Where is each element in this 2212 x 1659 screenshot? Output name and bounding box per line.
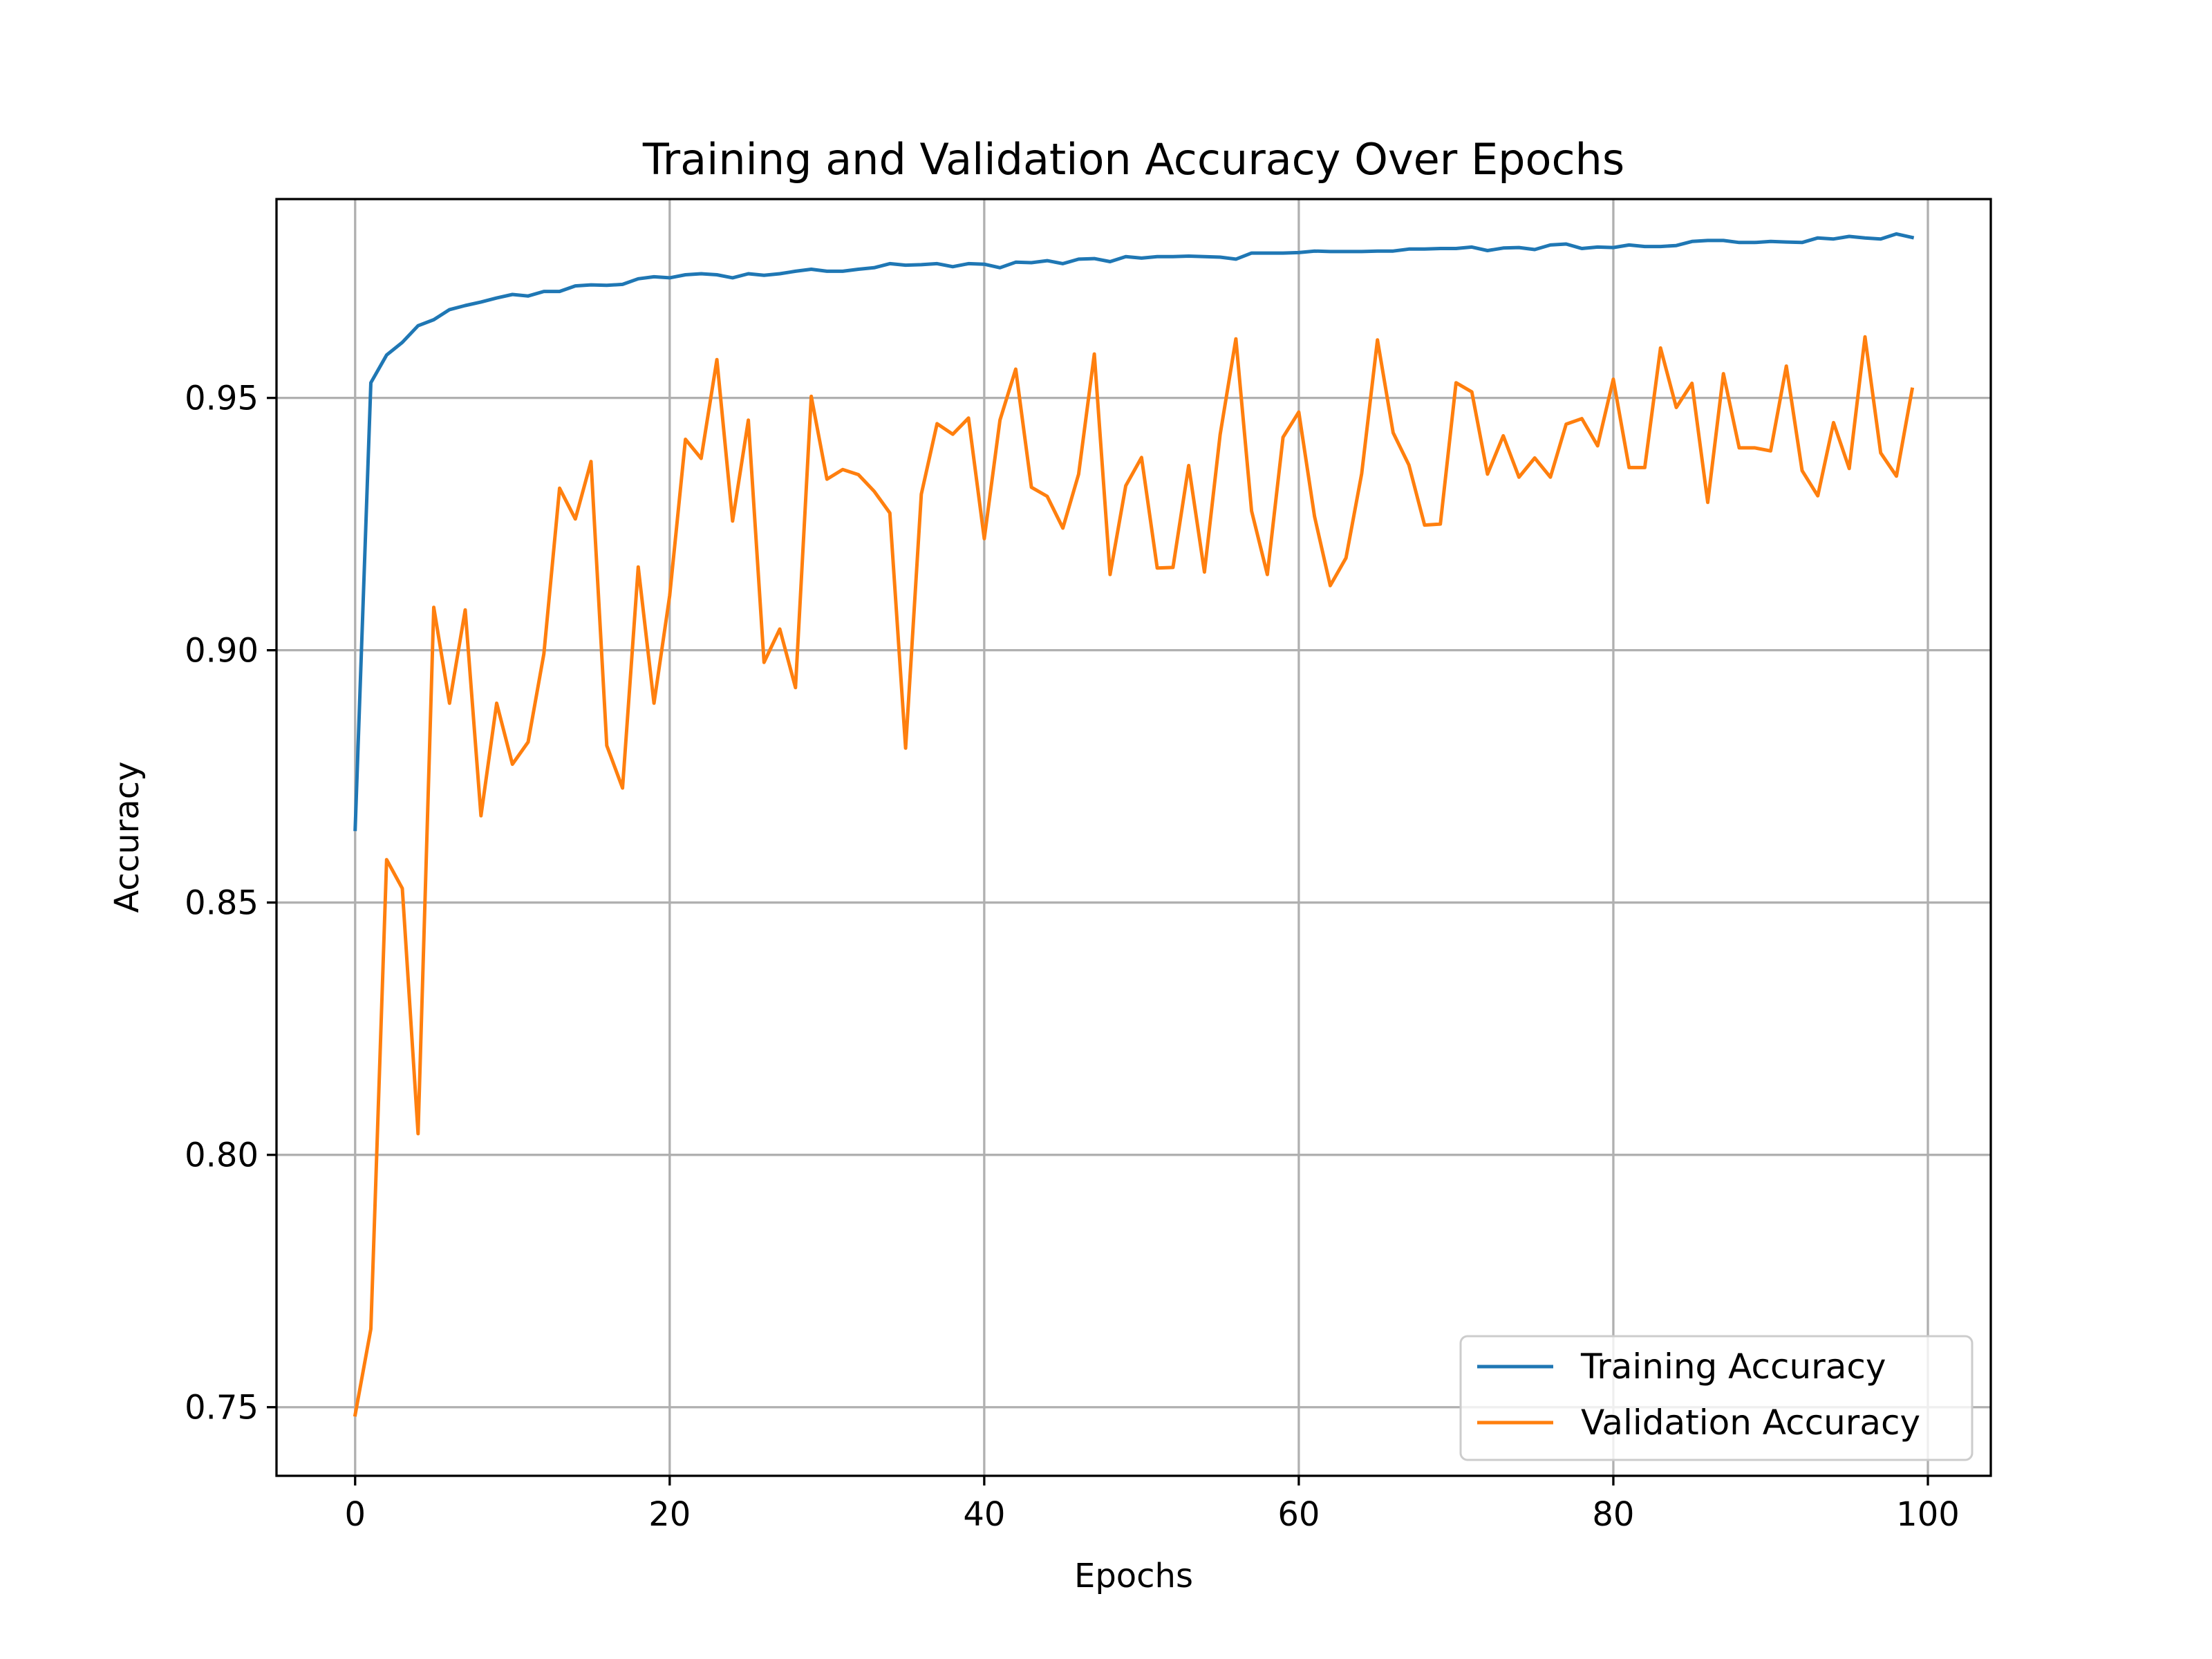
x-axis-label: Epochs [1074,1557,1193,1595]
chart-title: Training and Validation Accuracy Over Ep… [642,134,1624,185]
y-axis-label: Accuracy [108,761,147,912]
plot-frame [275,198,1992,1477]
x-tick-label: 20 [648,1495,691,1534]
x-tick-label: 40 [963,1495,1005,1534]
x-tick-label: 60 [1277,1495,1320,1534]
x-tick-label: 80 [1592,1495,1634,1534]
legend-label-training: Training Accuracy [1580,1347,1886,1387]
y-tick-label: 0.80 [185,1136,259,1175]
y-tick-label: 0.95 [185,379,259,418]
x-tick-label: 0 [344,1495,366,1534]
y-tick-label: 0.75 [185,1389,259,1427]
training-accuracy-line [353,232,1915,832]
y-tick-label: 0.85 [185,884,259,923]
legend-label-validation: Validation Accuracy [1581,1403,1920,1443]
axis-ticks: 0 20 40 60 80 100 0.75 0.80 0.85 0.90 0.95 [185,379,1960,1534]
validation-accuracy-line [353,335,1915,1417]
y-tick-label: 0.90 [185,632,259,671]
series-lines [353,232,1915,1417]
grid-lines [276,199,1991,1476]
x-tick-label: 100 [1896,1495,1960,1534]
legend-box [1459,1335,1974,1461]
legend: Training Accuracy Validation Accuracy [1459,1335,1974,1461]
